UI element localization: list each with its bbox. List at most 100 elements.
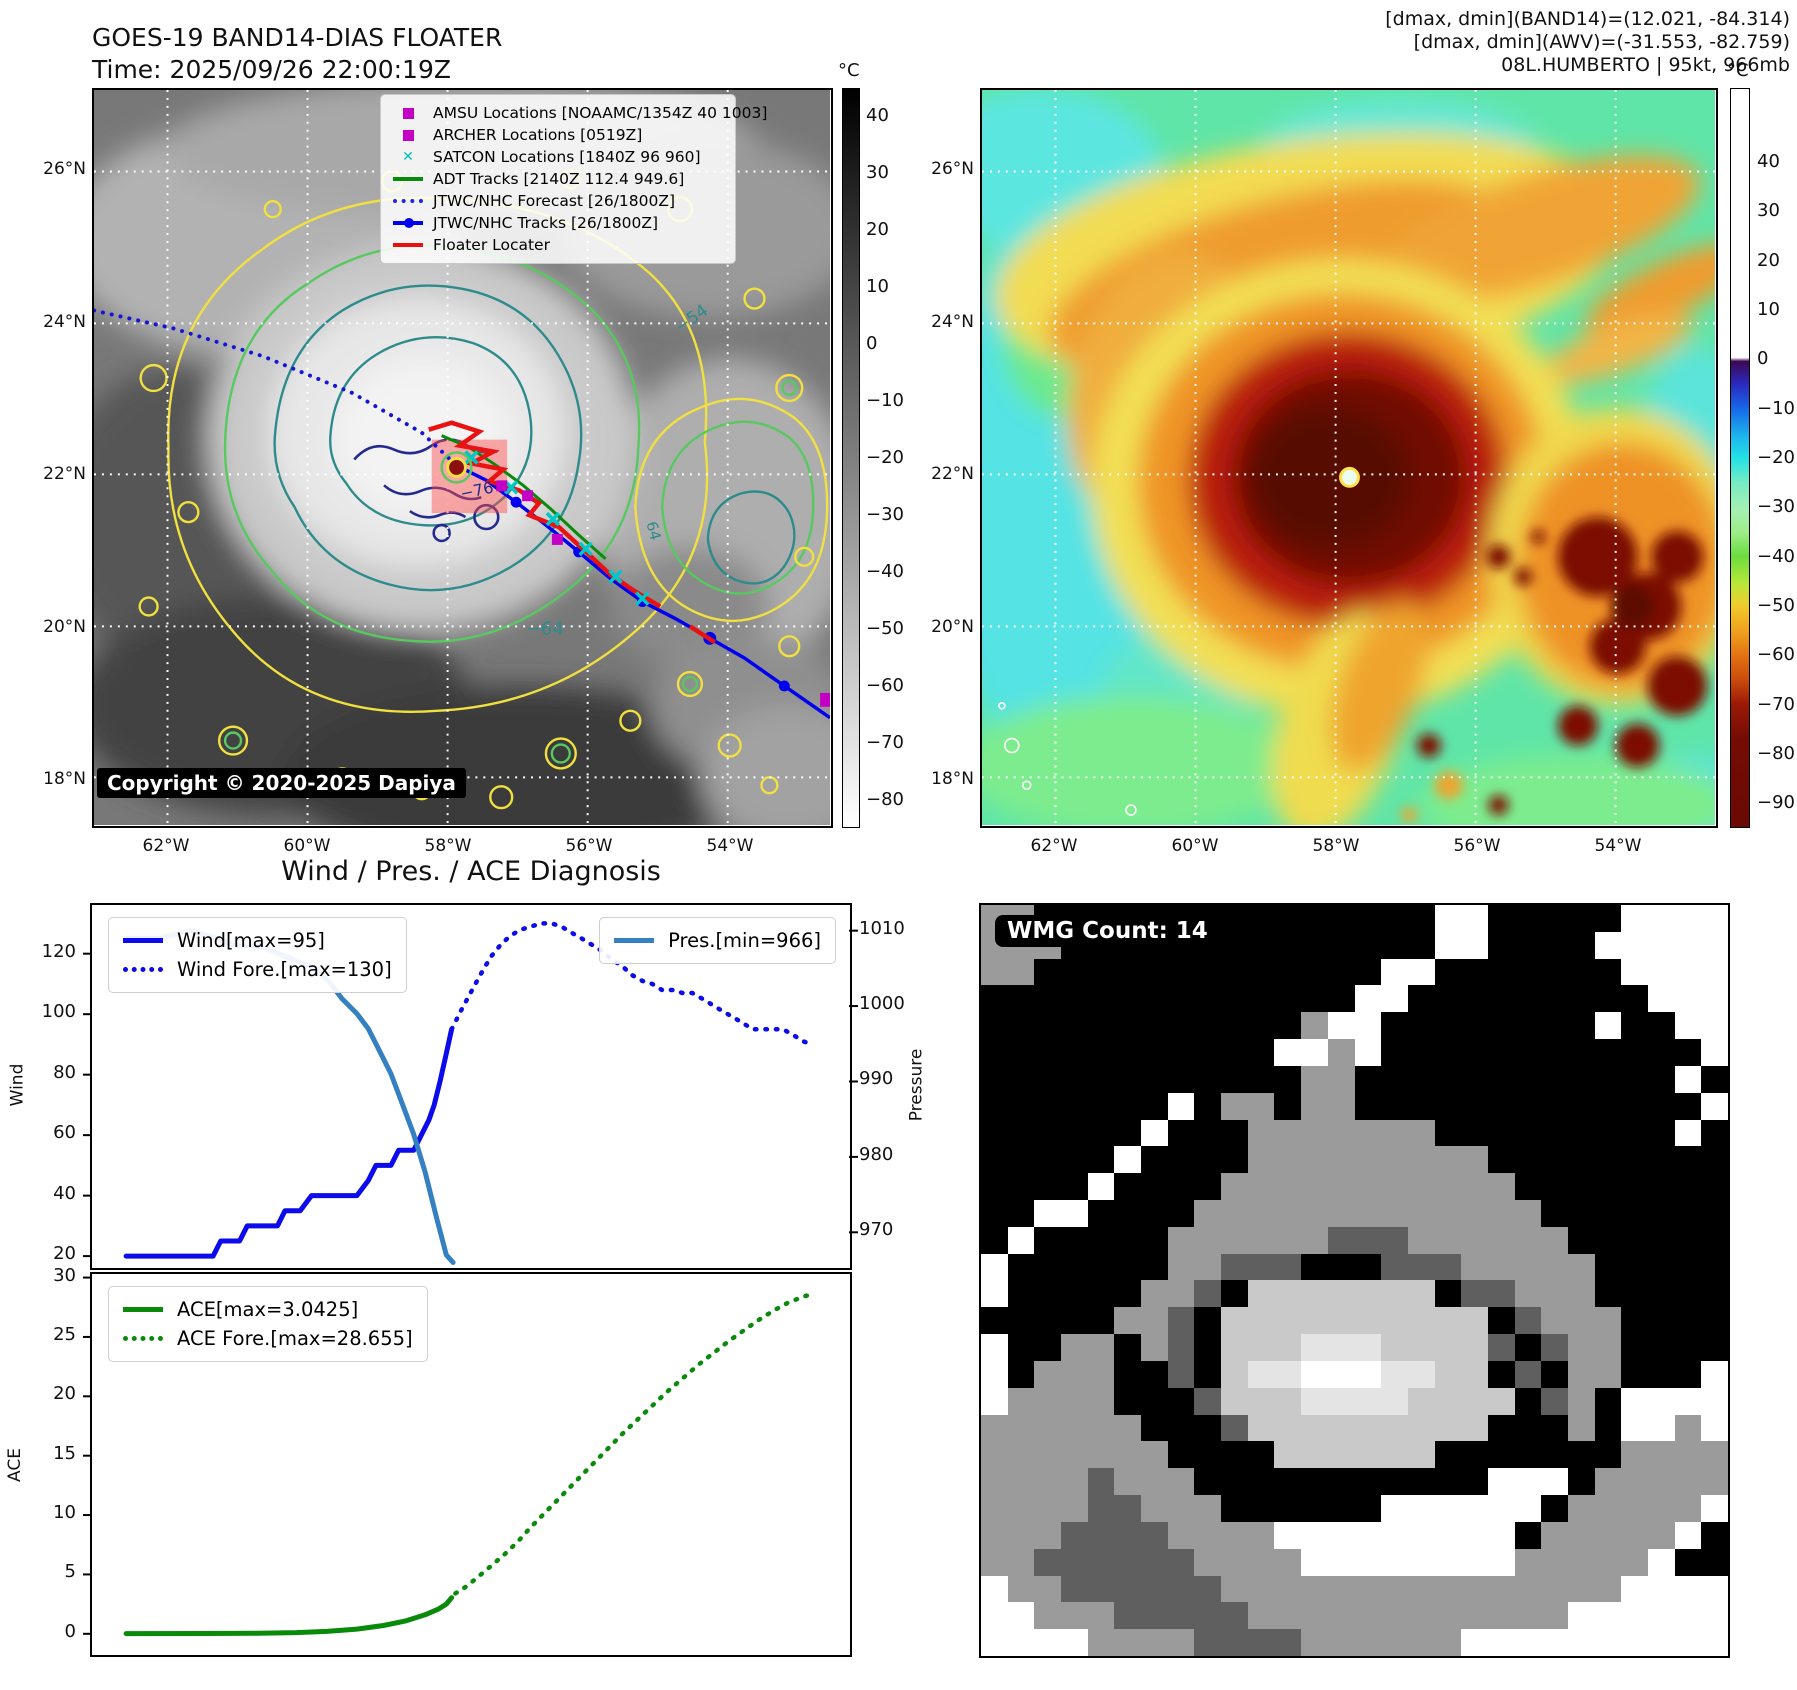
wmg-cell xyxy=(1007,1092,1035,1120)
wmg-cell xyxy=(1514,1468,1542,1496)
wmg-cell xyxy=(1061,1548,1088,1576)
legend-item-label: ACE[max=3.0425] xyxy=(177,1298,359,1321)
wmg-cell xyxy=(1221,1468,1248,1496)
right-map-lon-label: 60°W xyxy=(1171,836,1219,856)
wmg-cell xyxy=(1381,1360,1408,1388)
wmg-cell xyxy=(1487,1280,1515,1308)
wmg-cell xyxy=(1461,1146,1488,1174)
wmg-cell xyxy=(1087,985,1115,1013)
wmg-cell xyxy=(1061,1012,1088,1040)
goes-time: Time: 2025/09/26 22:00:19Z xyxy=(92,55,451,84)
wmg-cell xyxy=(1194,1119,1222,1147)
wmg-cell xyxy=(1434,1146,1462,1174)
wmg-cell xyxy=(1461,931,1488,959)
wmg-cell xyxy=(1301,905,1328,932)
wmg-cell xyxy=(1194,1360,1222,1388)
wmg-cell xyxy=(1061,1495,1088,1522)
wmg-cell xyxy=(1034,985,1062,1013)
wmg-cell xyxy=(1274,958,1302,986)
left-map-lon-label: 58°W xyxy=(424,836,472,856)
wmg-cell xyxy=(1034,1200,1062,1227)
wmg-cell xyxy=(1487,1092,1515,1120)
wmg-cell xyxy=(1274,1468,1302,1496)
y-tick: 25 xyxy=(53,1323,76,1345)
wmg-cell xyxy=(1274,1307,1302,1335)
wmg-cell xyxy=(1407,1360,1435,1388)
wmg-cell xyxy=(1194,1414,1222,1442)
wmg-cell xyxy=(1274,1629,1302,1656)
y2-tick: 1000 xyxy=(859,993,905,1015)
wmg-cell xyxy=(1301,1253,1328,1281)
wmg-cell xyxy=(1594,1173,1622,1201)
series-ACE Fore.[max=28.655] xyxy=(453,1291,816,1596)
wmg-cell xyxy=(1087,1548,1115,1576)
wmg-cell xyxy=(1301,1039,1328,1066)
wmg-cell xyxy=(1674,1119,1702,1147)
wmg-cell xyxy=(1647,1441,1675,1469)
left-map-lat-label: 18°N xyxy=(43,769,86,789)
wmg-cell xyxy=(1221,1039,1248,1066)
wmg-cell xyxy=(1034,1173,1062,1201)
wmg-cell xyxy=(1301,1226,1328,1254)
wmg-cell xyxy=(1434,1280,1462,1308)
wmg-cell xyxy=(1114,1334,1142,1361)
wmg-cell xyxy=(1327,1012,1355,1040)
wmg-cell xyxy=(1621,1602,1648,1630)
wmg-cell xyxy=(1194,1334,1222,1361)
wmg-cell xyxy=(1541,905,1568,932)
wmg-cell xyxy=(1407,1629,1435,1656)
wmg-cell xyxy=(1674,1602,1702,1630)
wmg-cell xyxy=(1541,1334,1568,1361)
wmg-cell xyxy=(1354,1307,1382,1335)
wmg-cell xyxy=(1274,1575,1302,1603)
wmg-cell xyxy=(1434,1629,1462,1656)
left-map-lon-label: 60°W xyxy=(283,836,331,856)
legend-item-label: JTWC/NHC Forecast [26/1800Z] xyxy=(433,192,676,210)
wmg-cell xyxy=(1167,1226,1195,1254)
wmg-cell xyxy=(1087,1307,1115,1335)
wmg-cell xyxy=(1194,1253,1222,1281)
wmg-cell xyxy=(1647,1307,1675,1335)
wmg-cell xyxy=(1461,1360,1488,1388)
wmg-cell xyxy=(1674,1441,1702,1469)
wmg-cell xyxy=(1327,958,1355,986)
jtwc-forecast-line xyxy=(94,308,459,468)
wmg-cell xyxy=(1647,1495,1675,1522)
wmg-cell xyxy=(1541,1065,1568,1093)
wmg-cell xyxy=(1007,1012,1035,1040)
wmg-cell xyxy=(1114,1575,1142,1603)
right-map-lat-label: 20°N xyxy=(931,617,974,637)
wmg-cell xyxy=(1034,1548,1062,1576)
wmg-cell xyxy=(1647,1280,1675,1308)
y-tick: 30 xyxy=(53,1264,76,1286)
wmg-cell xyxy=(1647,1119,1675,1147)
wmg-cell xyxy=(1487,1602,1515,1630)
wmg-cell xyxy=(1194,1441,1222,1469)
wmg-cell xyxy=(1087,1629,1115,1656)
wmg-cell xyxy=(1701,958,1728,986)
wmg-cell xyxy=(1167,1065,1195,1093)
legend-item-label: Wind[max=95] xyxy=(177,929,325,952)
wmg-cell xyxy=(1647,1629,1675,1656)
wmg-cell xyxy=(1167,1039,1195,1066)
wmg-cell xyxy=(1194,1495,1222,1522)
wmg-cell xyxy=(1034,1575,1062,1603)
wmg-cell xyxy=(1194,1065,1222,1093)
wmg-cell xyxy=(1407,1495,1435,1522)
wmg-cell xyxy=(1327,1039,1355,1066)
wmg-cell xyxy=(1594,1441,1622,1469)
wmg-cell xyxy=(1114,1521,1142,1549)
line-sample-icon xyxy=(123,938,167,943)
wmg-cell xyxy=(1061,1629,1088,1656)
wmg-cell xyxy=(1301,931,1328,959)
wmg-cell xyxy=(1301,1387,1328,1415)
wmg-cell xyxy=(1487,1253,1515,1281)
legend-item: Pres.[min=966] xyxy=(614,926,821,955)
wmg-cell xyxy=(1621,1334,1648,1361)
wmg-cell xyxy=(1221,1334,1248,1361)
wmg-cell xyxy=(1327,1119,1355,1147)
wmg-cell xyxy=(1141,1200,1168,1227)
wmg-cell xyxy=(1114,985,1142,1013)
wmg-cell xyxy=(1167,1360,1195,1388)
wmg-cell xyxy=(1487,1065,1515,1093)
